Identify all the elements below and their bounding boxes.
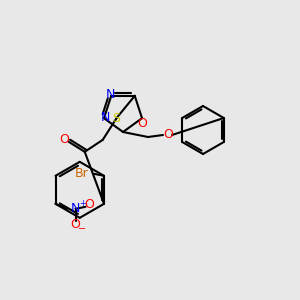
Text: O: O [70, 218, 80, 231]
Text: O: O [137, 117, 147, 130]
Text: N: N [106, 88, 115, 101]
Text: N: N [71, 202, 80, 215]
Text: N: N [100, 111, 110, 124]
Text: +: + [79, 199, 86, 208]
Text: −: − [78, 224, 87, 234]
Text: O: O [163, 128, 173, 142]
Text: O: O [85, 198, 94, 211]
Text: O: O [59, 133, 69, 146]
Text: Br: Br [75, 167, 89, 180]
Text: S: S [112, 112, 120, 125]
